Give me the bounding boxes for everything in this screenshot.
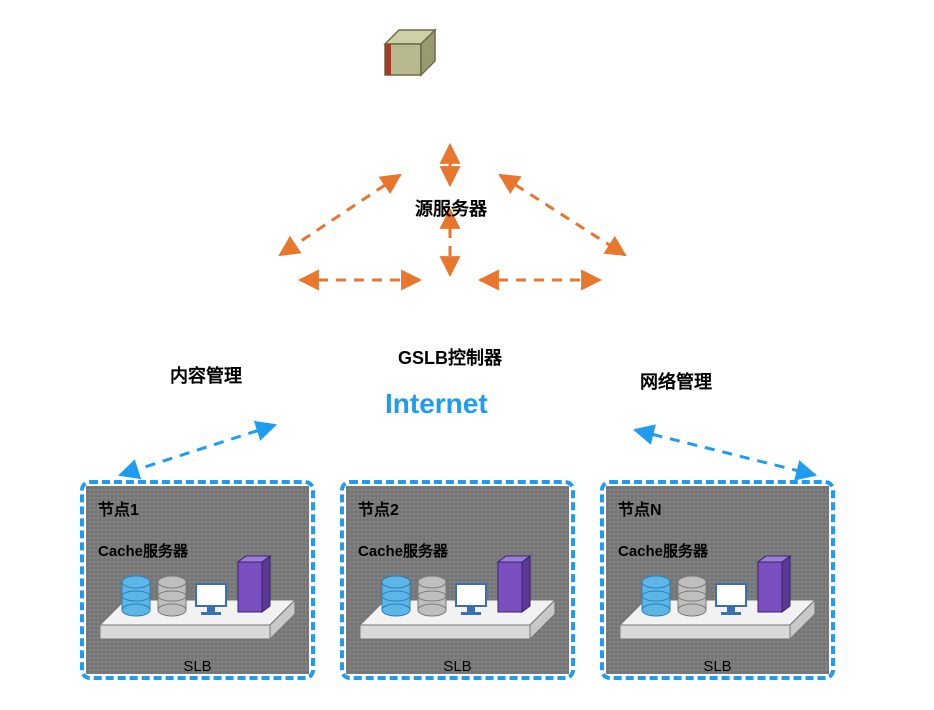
arrow bbox=[120, 425, 275, 475]
node-server-icons bbox=[600, 480, 835, 680]
node-box-node2: 节点2Cache服务器SLB bbox=[340, 480, 575, 680]
origin-server-icon bbox=[385, 30, 435, 75]
label-network-mgmt: 网络管理 bbox=[640, 368, 712, 394]
node-box-node1: 节点1Cache服务器SLB bbox=[80, 480, 315, 680]
diagram-root: { "canvas": { "width": 934, "height": 71… bbox=[0, 0, 934, 710]
label-content-mgmt: 内容管理 bbox=[170, 362, 242, 388]
label-internet: Internet bbox=[385, 388, 488, 420]
arrow bbox=[635, 430, 815, 475]
label-gslb-controller: GSLB控制器 bbox=[398, 344, 502, 370]
node-box-nodeN: 节点NCache服务器SLB bbox=[600, 480, 835, 680]
arrow bbox=[280, 175, 400, 255]
node-server-icons bbox=[340, 480, 575, 680]
label-origin-server: 源服务器 bbox=[415, 195, 487, 221]
arrow bbox=[500, 175, 625, 255]
node-server-icons bbox=[80, 480, 315, 680]
